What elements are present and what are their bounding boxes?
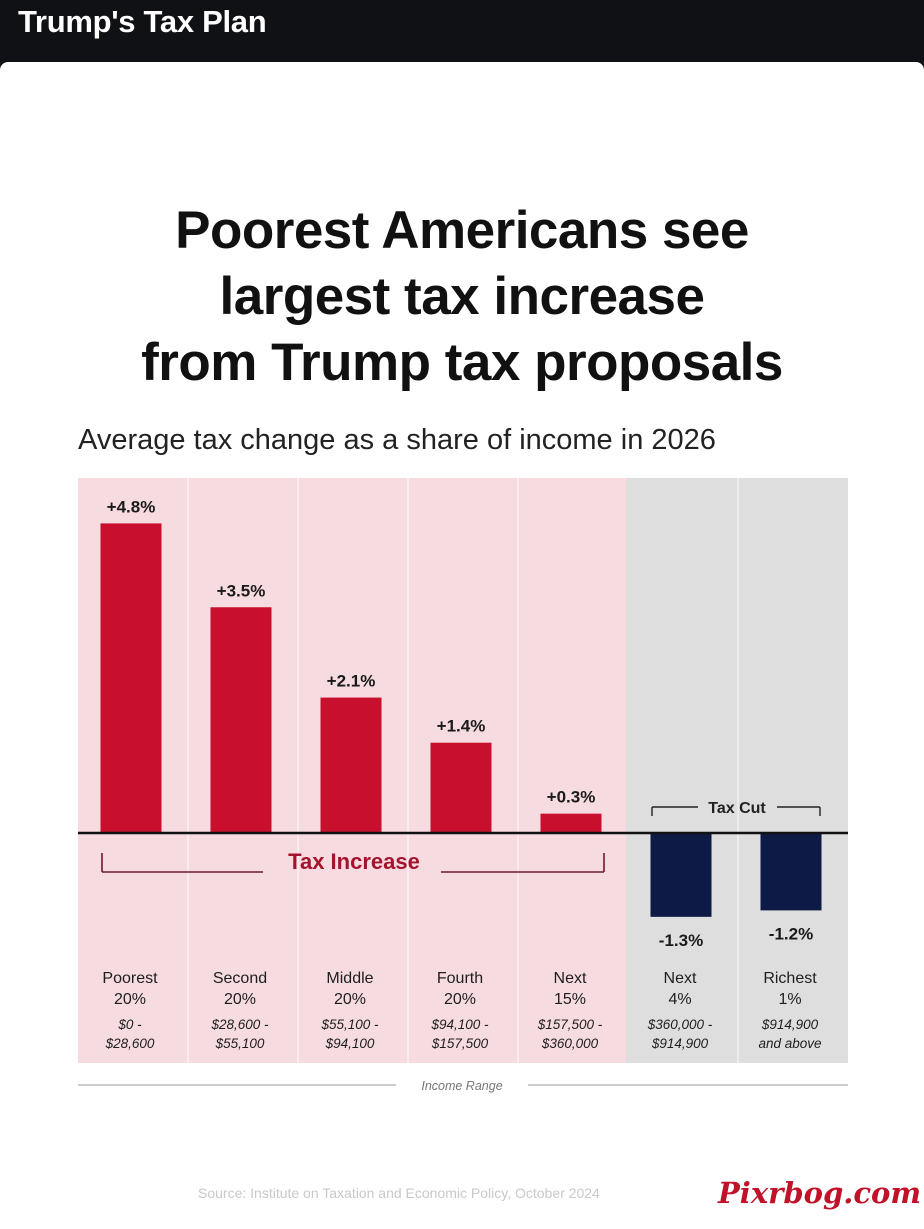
bar-value-label: -1.3% (659, 931, 703, 950)
bar (100, 523, 162, 833)
x-axis-title: Income Range (421, 1079, 502, 1093)
income-range-label: $360,000 - (647, 1017, 713, 1032)
chart-title-line: from Trump tax proposals (141, 333, 783, 392)
income-range-label: $914,900 (651, 1036, 709, 1051)
chart-title-line: Poorest Americans see (175, 201, 749, 260)
bar (650, 833, 712, 917)
category-label: Second (213, 970, 267, 987)
column-background (738, 478, 848, 1063)
page-title: Trump's Tax Plan (18, 4, 267, 39)
bar-value-label: +4.8% (107, 497, 156, 516)
category-label: 4% (668, 991, 691, 1008)
category-label: Fourth (437, 970, 483, 987)
category-label: 20% (444, 991, 476, 1008)
bar-value-label: +0.3% (547, 788, 596, 807)
tax-increase-label: Tax Increase (288, 849, 420, 874)
bar (210, 607, 272, 833)
bar-value-label: -1.2% (769, 924, 813, 943)
category-label: 1% (778, 991, 801, 1008)
bar-value-label: +1.4% (437, 717, 486, 736)
tax-cut-label: Tax Cut (708, 800, 766, 817)
category-label: 20% (114, 991, 146, 1008)
column-background (626, 478, 738, 1063)
income-range-label: $360,000 (541, 1036, 599, 1051)
bar (760, 833, 822, 911)
top-bar: Trump's Tax Plan (0, 0, 924, 62)
income-range-label: $157,500 - (537, 1017, 603, 1032)
income-range-label: $94,100 (325, 1036, 375, 1051)
income-range-label: $914,900 (761, 1017, 819, 1032)
source-note: Source: Institute on Taxation and Econom… (198, 1185, 600, 1201)
category-label: 20% (224, 991, 256, 1008)
income-range-label: $28,600 (105, 1036, 155, 1051)
column-background (518, 478, 626, 1063)
income-range-label: $28,600 - (210, 1017, 269, 1032)
watermark-logo: Pixrbog.com (718, 1176, 922, 1210)
bar (540, 813, 602, 833)
bar (430, 742, 492, 833)
bar-value-label: +3.5% (217, 581, 266, 600)
chart-title: Poorest Americans see largest tax increa… (0, 198, 924, 396)
category-label: 15% (554, 991, 586, 1008)
income-range-label: $94,100 - (430, 1017, 489, 1032)
income-range-label: $0 - (117, 1017, 142, 1032)
bar-value-label: +2.1% (327, 672, 376, 691)
category-label: Next (554, 970, 587, 987)
category-label: 20% (334, 991, 366, 1008)
income-range-label: $55,100 - (320, 1017, 379, 1032)
income-range-label: $55,100 (215, 1036, 265, 1051)
category-label: Middle (326, 970, 373, 987)
category-label: Poorest (102, 970, 158, 987)
category-label: Richest (763, 970, 817, 987)
income-range-label: and above (758, 1036, 821, 1051)
bar (320, 697, 382, 833)
income-range-label: $157,500 (431, 1036, 489, 1051)
chart-subtitle: Average tax change as a share of income … (78, 424, 716, 456)
category-label: Next (664, 970, 697, 987)
chart-title-line: largest tax increase (219, 267, 705, 326)
